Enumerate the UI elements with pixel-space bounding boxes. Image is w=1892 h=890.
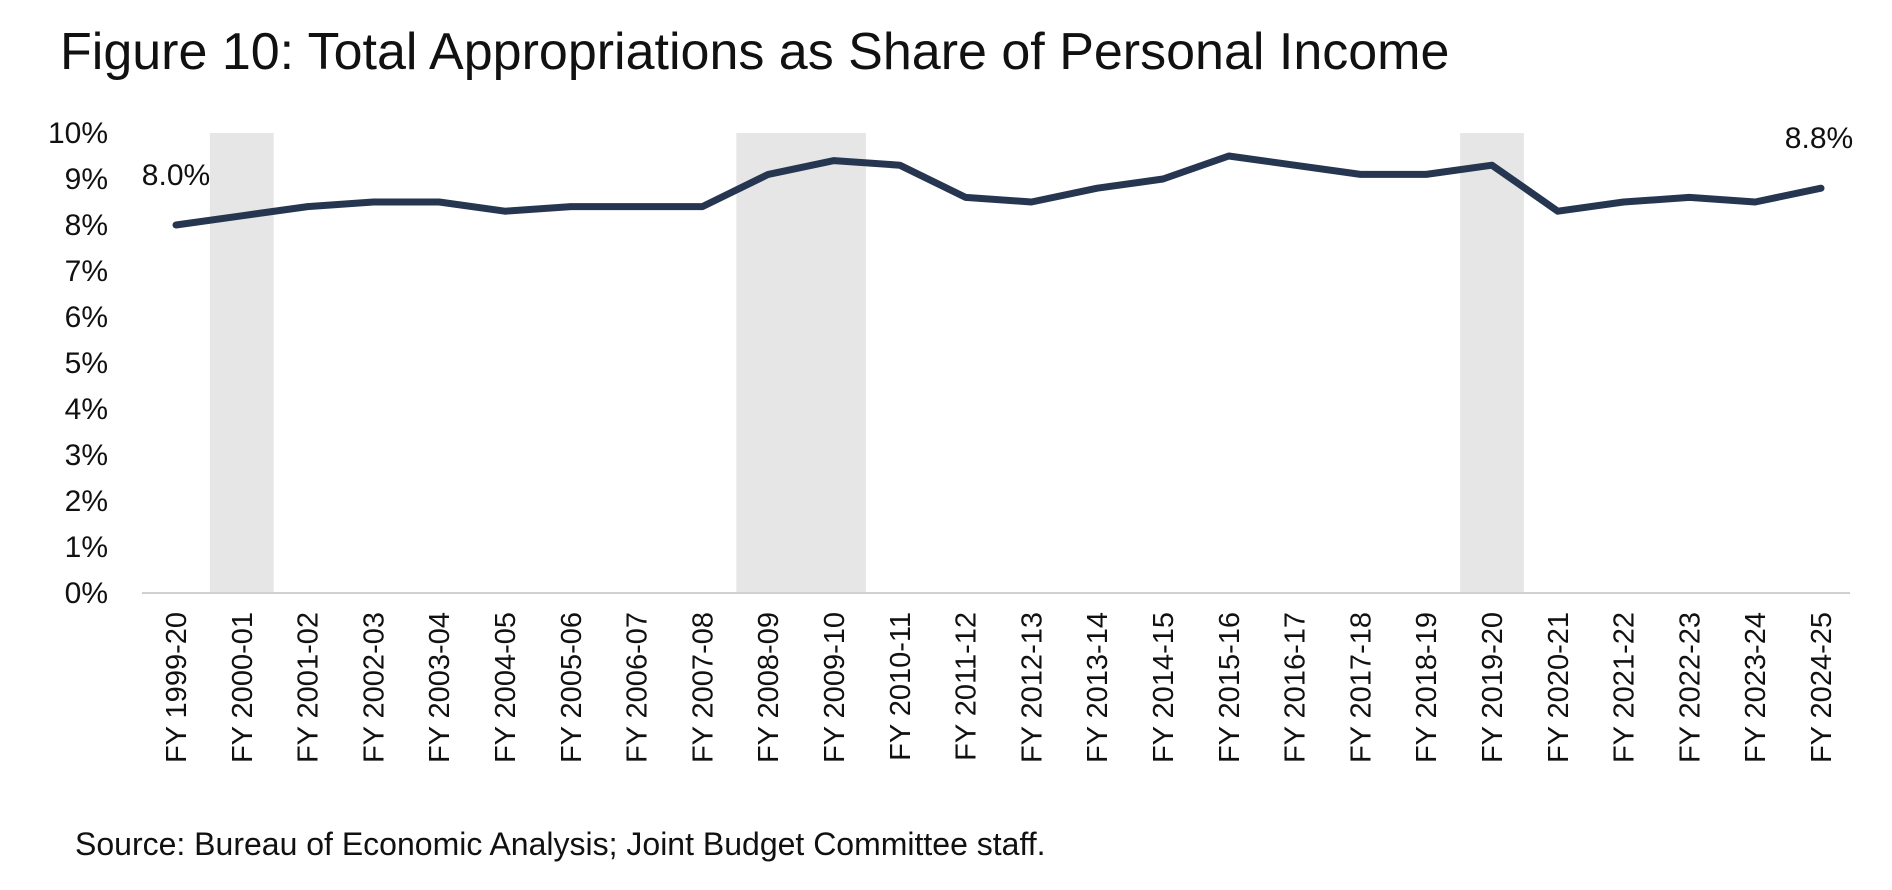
data-point [896, 162, 903, 169]
data-point [567, 203, 574, 210]
x-tick-label: FY 2021-22 [1609, 612, 1641, 763]
data-point [304, 203, 311, 210]
y-axis: 0% 1% 2% 3% 4% 5% 6% 7% 8% 9% 10% [48, 117, 108, 610]
data-point [1028, 199, 1035, 205]
data-point [962, 194, 969, 201]
recession-shade [736, 133, 866, 593]
y-tick-label: 4% [65, 393, 108, 426]
x-tick-label: FY 2003-04 [424, 612, 456, 763]
data-point [1818, 185, 1824, 192]
x-tick-label: FY 1999-20 [161, 612, 193, 763]
data-point [1554, 208, 1561, 215]
data-point [633, 203, 640, 210]
x-tick-label: FY 2014-15 [1148, 612, 1180, 763]
recession-shade [1460, 133, 1524, 593]
x-tick-label: FY 2018-19 [1411, 612, 1443, 763]
data-point [1291, 162, 1298, 169]
y-tick-label: 5% [65, 347, 108, 380]
data-point [1357, 171, 1364, 178]
x-tick-label: FY 2016-17 [1280, 612, 1312, 763]
x-tick-label: FY 2010-11 [885, 612, 917, 761]
x-tick-label: FY 2020-21 [1543, 612, 1575, 763]
x-tick-label: FY 2001-02 [293, 612, 325, 763]
data-point [1423, 171, 1430, 178]
x-tick-label: FY 2004-05 [490, 612, 522, 763]
y-tick-label: 0% [65, 577, 108, 610]
series-group [172, 152, 1825, 229]
data-point [502, 208, 508, 215]
data-point [1225, 153, 1232, 159]
x-tick-label: FY 2002-03 [358, 612, 390, 763]
y-tick-label: 8% [65, 209, 108, 242]
x-tick-label: FY 2023-24 [1740, 612, 1772, 763]
x-tick-label: FY 2012-13 [1016, 612, 1048, 763]
y-tick-label: 7% [65, 255, 108, 288]
data-point [436, 199, 443, 205]
data-label-group: 8.0% 8.8% [142, 122, 1853, 192]
data-label: 8.0% [142, 159, 210, 192]
recession-shade [209, 133, 274, 593]
data-point [1160, 176, 1166, 182]
data-point [1620, 199, 1627, 205]
x-tick-label: FY 2015-16 [1214, 612, 1246, 763]
source-note: Source: Bureau of Economic Analysis; Joi… [75, 826, 1046, 862]
x-tick-label: FY 2019-20 [1477, 612, 1509, 763]
x-tick-label: FY 2022-23 [1674, 612, 1706, 763]
data-point [1686, 194, 1693, 201]
x-tick-label: FY 2013-14 [1082, 612, 1114, 763]
x-tick-label: FY 2005-06 [556, 612, 588, 763]
x-tick-label: FY 2024-25 [1806, 612, 1838, 763]
data-point [1489, 162, 1495, 169]
data-point [699, 203, 706, 210]
x-tick-label: FY 2007-08 [687, 612, 719, 763]
data-label: 8.8% [1785, 122, 1853, 155]
y-tick-label: 2% [65, 485, 108, 518]
data-point [765, 171, 772, 178]
y-tick-label: 10% [48, 117, 108, 150]
data-point [238, 212, 245, 219]
series-line [172, 152, 1825, 229]
data-point [370, 199, 377, 205]
x-tick-label: FY 2009-10 [819, 612, 851, 763]
chart-title: Figure 10: Total Appropriations as Share… [60, 23, 1450, 81]
y-tick-label: 6% [65, 301, 108, 334]
data-point [831, 157, 837, 164]
x-tick-label: FY 2006-07 [622, 612, 654, 763]
x-axis: FY 1999-20 FY 2000-01 FY 2001-02 FY 2002-03… [161, 612, 1838, 763]
y-tick-label: 3% [65, 439, 108, 472]
y-tick-label: 9% [65, 163, 108, 196]
x-tick-label: FY 2011-12 [951, 612, 983, 761]
data-point [173, 222, 179, 228]
x-tick-label: FY 2017-18 [1345, 612, 1377, 763]
data-point [1094, 185, 1101, 192]
y-tick-label: 1% [65, 531, 108, 564]
x-tick-label: FY 2008-09 [753, 612, 785, 763]
x-tick-label: FY 2000-01 [227, 612, 259, 763]
data-point [1752, 199, 1759, 205]
